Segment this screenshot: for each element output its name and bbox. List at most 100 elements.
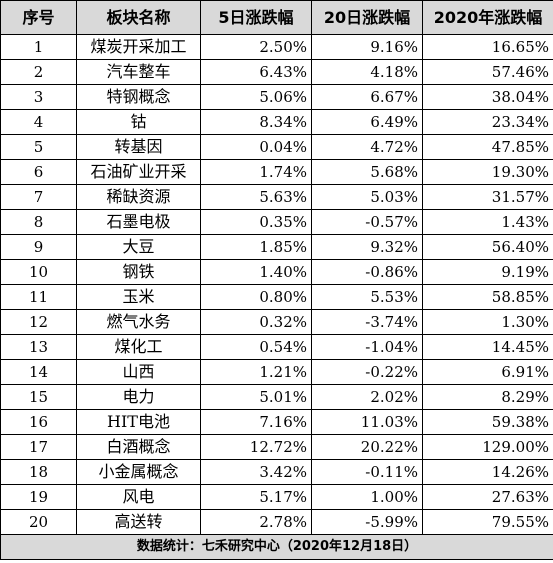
cell-2020-change: 1.30% xyxy=(422,309,553,335)
cell-5day-change: 1.40% xyxy=(200,259,312,285)
table-row: 18 小金属概念 3.42% -0.11% 14.26% xyxy=(0,459,553,485)
cell-5day-change: 5.01% xyxy=(200,384,312,410)
cell-2020-change: 38.04% xyxy=(422,84,553,110)
cell-5day-change: 0.35% xyxy=(200,209,312,235)
header-sector-name: 板块名称 xyxy=(76,0,201,35)
header-20day-change: 20日涨跌幅 xyxy=(311,0,423,35)
table-row: 9 大豆 1.85% 9.32% 56.40% xyxy=(0,234,553,260)
cell-20day-change: 9.32% xyxy=(311,234,423,260)
cell-sector-name: 稀缺资源 xyxy=(76,184,201,210)
cell-seq: 10 xyxy=(0,259,77,285)
cell-seq: 19 xyxy=(0,484,77,510)
cell-20day-change: 4.72% xyxy=(311,134,423,160)
cell-20day-change: -3.74% xyxy=(311,309,423,335)
cell-5day-change: 0.32% xyxy=(200,309,312,335)
cell-sector-name: 钢铁 xyxy=(76,259,201,285)
cell-sector-name: 电力 xyxy=(76,384,201,410)
cell-2020-change: 79.55% xyxy=(422,509,553,535)
table-row: 14 山西 1.21% -0.22% 6.91% xyxy=(0,359,553,385)
cell-sector-name: 高送转 xyxy=(76,509,201,535)
cell-seq: 12 xyxy=(0,309,77,335)
cell-sector-name: 燃气水务 xyxy=(76,309,201,335)
cell-seq: 20 xyxy=(0,509,77,535)
cell-20day-change: 9.16% xyxy=(311,34,423,60)
table-row: 17 白酒概念 12.72% 20.22% 129.00% xyxy=(0,434,553,460)
table-row: 15 电力 5.01% 2.02% 8.29% xyxy=(0,384,553,410)
cell-20day-change: 1.00% xyxy=(311,484,423,510)
cell-5day-change: 0.80% xyxy=(200,284,312,310)
cell-5day-change: 5.06% xyxy=(200,84,312,110)
cell-5day-change: 2.50% xyxy=(200,34,312,60)
cell-20day-change: -0.86% xyxy=(311,259,423,285)
cell-5day-change: 1.85% xyxy=(200,234,312,260)
cell-sector-name: 石油矿业开采 xyxy=(76,159,201,185)
header-2020-change: 2020年涨跌幅 xyxy=(422,0,553,35)
cell-seq: 5 xyxy=(0,134,77,160)
cell-seq: 7 xyxy=(0,184,77,210)
table-row: 11 玉米 0.80% 5.53% 58.85% xyxy=(0,284,553,310)
cell-seq: 14 xyxy=(0,359,77,385)
cell-2020-change: 57.46% xyxy=(422,59,553,85)
cell-20day-change: 6.49% xyxy=(311,109,423,135)
cell-2020-change: 47.85% xyxy=(422,134,553,160)
cell-sector-name: 特钢概念 xyxy=(76,84,201,110)
cell-seq: 4 xyxy=(0,109,77,135)
cell-5day-change: 8.34% xyxy=(200,109,312,135)
cell-2020-change: 31.57% xyxy=(422,184,553,210)
cell-sector-name: 小金属概念 xyxy=(76,459,201,485)
cell-sector-name: 白酒概念 xyxy=(76,434,201,460)
cell-2020-change: 56.40% xyxy=(422,234,553,260)
cell-5day-change: 2.78% xyxy=(200,509,312,535)
cell-sector-name: 煤化工 xyxy=(76,334,201,360)
table-row: 5 转基因 0.04% 4.72% 47.85% xyxy=(0,134,553,160)
cell-sector-name: 玉米 xyxy=(76,284,201,310)
cell-seq: 16 xyxy=(0,409,77,435)
cell-5day-change: 6.43% xyxy=(200,59,312,85)
cell-2020-change: 58.85% xyxy=(422,284,553,310)
cell-5day-change: 5.63% xyxy=(200,184,312,210)
table-row: 12 燃气水务 0.32% -3.74% 1.30% xyxy=(0,309,553,335)
cell-20day-change: 20.22% xyxy=(311,434,423,460)
cell-20day-change: -0.57% xyxy=(311,209,423,235)
table-row: 3 特钢概念 5.06% 6.67% 38.04% xyxy=(0,84,553,110)
data-source-note: 数据统计：七禾研究中心（2020年12月18日） xyxy=(0,534,553,560)
cell-20day-change: 5.68% xyxy=(311,159,423,185)
cell-20day-change: -1.04% xyxy=(311,334,423,360)
cell-seq: 11 xyxy=(0,284,77,310)
cell-2020-change: 23.34% xyxy=(422,109,553,135)
cell-2020-change: 19.30% xyxy=(422,159,553,185)
cell-20day-change: 2.02% xyxy=(311,384,423,410)
header-seq: 序号 xyxy=(0,0,77,35)
footer-row: 数据统计：七禾研究中心（2020年12月18日） xyxy=(0,534,553,560)
cell-2020-change: 14.45% xyxy=(422,334,553,360)
header-5day-change: 5日涨跌幅 xyxy=(200,0,312,35)
cell-2020-change: 129.00% xyxy=(422,434,553,460)
cell-sector-name: 风电 xyxy=(76,484,201,510)
cell-5day-change: 0.54% xyxy=(200,334,312,360)
cell-20day-change: -5.99% xyxy=(311,509,423,535)
cell-seq: 2 xyxy=(0,59,77,85)
table-row: 6 石油矿业开采 1.74% 5.68% 19.30% xyxy=(0,159,553,185)
cell-2020-change: 16.65% xyxy=(422,34,553,60)
cell-sector-name: 石墨电极 xyxy=(76,209,201,235)
table-row: 7 稀缺资源 5.63% 5.03% 31.57% xyxy=(0,184,553,210)
cell-sector-name: 煤炭开采加工 xyxy=(76,34,201,60)
table-row: 20 高送转 2.78% -5.99% 79.55% xyxy=(0,509,553,535)
cell-5day-change: 3.42% xyxy=(200,459,312,485)
cell-20day-change: 11.03% xyxy=(311,409,423,435)
cell-20day-change: 4.18% xyxy=(311,59,423,85)
cell-5day-change: 12.72% xyxy=(200,434,312,460)
cell-2020-change: 6.91% xyxy=(422,359,553,385)
cell-20day-change: 5.53% xyxy=(311,284,423,310)
cell-sector-name: HIT电池 xyxy=(76,409,201,435)
cell-seq: 6 xyxy=(0,159,77,185)
cell-2020-change: 27.63% xyxy=(422,484,553,510)
table-row: 10 钢铁 1.40% -0.86% 9.19% xyxy=(0,259,553,285)
cell-seq: 18 xyxy=(0,459,77,485)
cell-20day-change: 6.67% xyxy=(311,84,423,110)
cell-seq: 13 xyxy=(0,334,77,360)
cell-5day-change: 7.16% xyxy=(200,409,312,435)
cell-sector-name: 大豆 xyxy=(76,234,201,260)
